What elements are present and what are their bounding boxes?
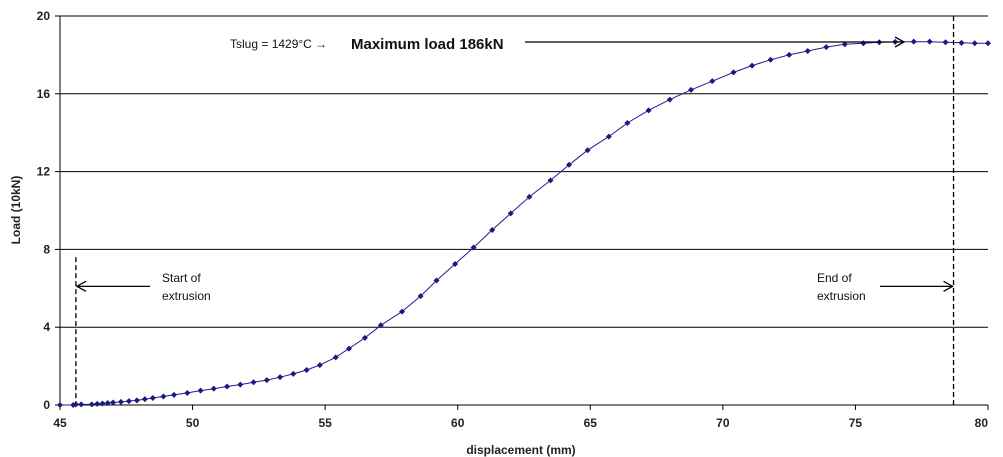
data-point [823, 44, 830, 51]
data-point [290, 370, 297, 377]
y-axis-title: Load (10kN) [9, 176, 23, 245]
y-axis-ticks: 0 4 8 12 16 20 [37, 9, 60, 412]
data-point [709, 78, 716, 85]
load-series [57, 38, 991, 408]
annotation-end-line2: extrusion [817, 289, 866, 303]
data-point [926, 38, 933, 45]
data-point [841, 41, 848, 48]
data-point [250, 379, 257, 386]
y-tick-label-8: 8 [43, 242, 50, 256]
plot-area [59, 16, 988, 406]
data-point [547, 177, 554, 184]
data-point [57, 402, 63, 408]
data-point [433, 277, 440, 284]
data-point [489, 226, 496, 233]
x-axis-ticks: 45 50 55 60 65 70 75 80 [53, 405, 989, 430]
annotation-start-line2: extrusion [162, 289, 211, 303]
data-point [125, 398, 132, 405]
data-point [94, 400, 101, 407]
data-point [566, 161, 573, 168]
data-point [767, 56, 774, 63]
data-point [910, 38, 917, 45]
data-point [452, 260, 459, 267]
x-tick-label-50: 50 [186, 416, 200, 430]
x-tick-label-45: 45 [53, 416, 67, 430]
y-tick-label-4: 4 [43, 320, 50, 334]
x-tick-label-70: 70 [716, 416, 730, 430]
data-point [78, 401, 85, 408]
data-point [971, 40, 978, 47]
data-point [749, 62, 756, 69]
annotation-temperature: Tslug = 1429°C → [230, 37, 327, 51]
data-point [197, 387, 204, 394]
data-point [237, 381, 244, 388]
data-point [688, 86, 695, 93]
data-point [666, 96, 673, 103]
data-point [149, 394, 156, 401]
data-point [88, 401, 95, 408]
x-tick-label-55: 55 [318, 416, 332, 430]
data-point [346, 345, 353, 352]
data-point [526, 193, 533, 200]
y-tick-label-0: 0 [43, 398, 50, 412]
data-point [160, 393, 167, 400]
gridlines [60, 15, 988, 328]
data-point [786, 51, 793, 58]
data-point [210, 385, 217, 392]
x-tick-label-80: 80 [975, 416, 989, 430]
data-point [303, 366, 310, 373]
data-point [804, 48, 811, 55]
data-point [399, 308, 406, 315]
data-point [117, 398, 124, 405]
max-load-arrow-head [894, 36, 906, 48]
data-point [942, 39, 949, 46]
data-point [133, 397, 140, 404]
data-point [361, 334, 368, 341]
data-point [860, 40, 867, 47]
y-tick-label-12: 12 [37, 165, 51, 179]
data-point [171, 391, 178, 398]
data-point [141, 396, 148, 403]
x-tick-label-60: 60 [451, 416, 465, 430]
annotation-max-load: Maximum load 186kN [351, 36, 504, 53]
data-point [730, 69, 737, 76]
x-tick-label-75: 75 [849, 416, 863, 430]
data-point [99, 400, 106, 407]
data-point [377, 322, 384, 329]
data-point [584, 147, 591, 154]
annotation-start-line1: Start of [162, 271, 201, 285]
data-point [263, 377, 270, 384]
data-point [645, 107, 652, 114]
y-tick-label-16: 16 [37, 87, 51, 101]
data-point [470, 244, 477, 251]
data-point [958, 39, 965, 46]
data-point [332, 354, 339, 361]
extrusion-boundaries [75, 16, 955, 405]
data-point [224, 383, 231, 390]
annotation-end-line1: End of [817, 271, 852, 285]
x-tick-label-65: 65 [584, 416, 598, 430]
data-point [417, 293, 424, 300]
y-tick-label-20: 20 [37, 9, 51, 23]
start-arrow-head [75, 280, 87, 292]
data-point [316, 362, 323, 369]
load-curve-line [60, 41, 988, 406]
data-point [985, 40, 991, 47]
data-point [605, 133, 612, 140]
annotations [75, 36, 954, 292]
end-arrow-head [943, 280, 954, 292]
data-point [507, 210, 514, 217]
data-point [72, 401, 79, 408]
data-point [184, 389, 191, 396]
data-point [104, 400, 111, 407]
x-axis-title: displacement (mm) [466, 443, 575, 457]
data-point [110, 399, 117, 406]
data-point [624, 119, 631, 126]
data-point [277, 374, 284, 381]
